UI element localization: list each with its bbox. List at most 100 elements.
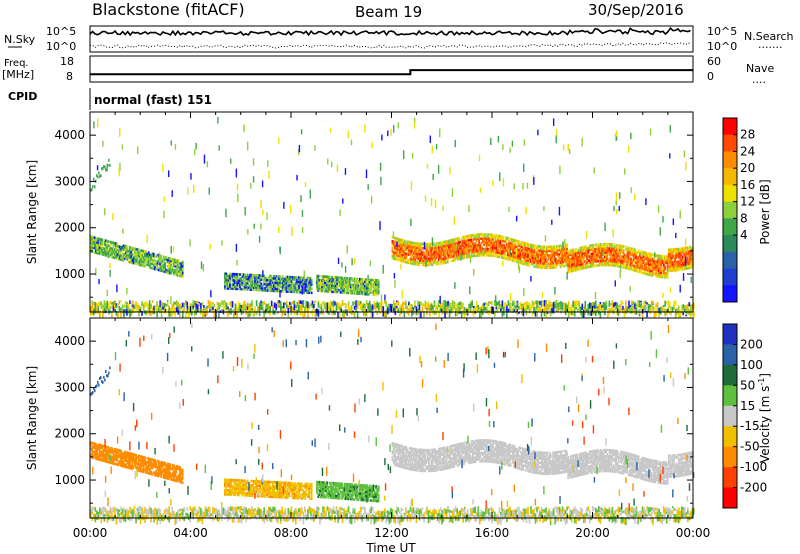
echo-cell [556, 251, 558, 254]
echo-cell [245, 286, 248, 289]
echo-cell [635, 263, 638, 266]
echo-cell [670, 256, 673, 260]
echo-cell [407, 253, 410, 256]
echo-cell [367, 280, 370, 284]
echo-cell [400, 255, 403, 258]
echo-cell [660, 263, 663, 266]
echo-cell [117, 257, 120, 261]
echo-cell [157, 258, 160, 261]
echo-cell [471, 300, 473, 308]
echo-cell [328, 275, 331, 279]
echo-cell [646, 310, 648, 318]
echo-cell [617, 264, 620, 268]
echo-cell [376, 281, 379, 284]
echo-cell [593, 249, 596, 253]
echo-cell [91, 237, 94, 241]
echo-cell [91, 307, 94, 315]
echo-cell [481, 241, 484, 245]
echo-cell [256, 286, 259, 290]
echo-cell [449, 245, 452, 249]
echo-cell [169, 267, 171, 271]
echo-cell [232, 287, 235, 291]
echo-cell [655, 270, 658, 274]
echo-cell [539, 255, 542, 259]
echo-cell [298, 276, 300, 279]
echo-cell [595, 256, 597, 259]
echo-cell [543, 266, 546, 270]
echo-cell [151, 258, 154, 262]
echo-cell [331, 280, 334, 283]
echo-cell [92, 238, 95, 241]
echo-cell [568, 257, 571, 261]
echo-cell [479, 187, 482, 193]
echo-cell [682, 259, 685, 263]
echo-cell [140, 255, 143, 259]
echo-cell [366, 286, 369, 290]
echo-cell [456, 253, 459, 257]
echo-cell [414, 248, 416, 251]
echo-cell [548, 249, 551, 253]
echo-cell [249, 284, 251, 287]
echo-cell [92, 242, 95, 245]
colorbar-swatch [723, 218, 737, 236]
echo-cell [322, 287, 325, 291]
echo-cell [377, 279, 380, 282]
echo-cell [617, 258, 620, 262]
echo-cell [665, 309, 668, 313]
echo-cell [227, 287, 230, 290]
echo-cell [685, 252, 688, 256]
echo-cell [306, 276, 309, 280]
echo-cell [519, 259, 522, 263]
echo-cell [440, 257, 443, 261]
echo-cell [460, 238, 463, 242]
echo-cell [351, 285, 354, 289]
echo-cell [224, 272, 226, 276]
echo-cell [573, 254, 576, 258]
echo-cell [665, 274, 668, 277]
echo-cell [411, 249, 414, 253]
echo-cell [613, 253, 616, 257]
echo-cell [543, 260, 546, 263]
echo-cell [509, 243, 512, 247]
echo-cell [285, 279, 288, 283]
echo-cell [366, 284, 369, 288]
echo-cell [126, 257, 129, 261]
echo-cell [549, 262, 552, 265]
echo-cell [539, 253, 542, 257]
echo-cell [177, 265, 180, 269]
echo-cell [499, 251, 502, 255]
echo-cell [649, 259, 651, 262]
echo-cell [514, 255, 517, 259]
echo-cell [181, 264, 184, 268]
echo-cell [591, 260, 594, 264]
echo-cell [458, 241, 460, 244]
echo-cell [451, 246, 454, 250]
echo-cell [412, 245, 415, 249]
echo-cell [402, 258, 405, 261]
echo-cell [414, 302, 416, 307]
echo-cell [232, 279, 235, 282]
echo-cell [269, 278, 272, 282]
echo-cell [466, 307, 469, 311]
echo-cell [236, 259, 238, 266]
echo-cell [470, 248, 473, 252]
echo-cell [346, 281, 349, 284]
echo-cell [489, 252, 492, 255]
echo-cell [275, 289, 278, 293]
echo-cell [156, 301, 158, 307]
echo-cell [295, 280, 298, 283]
echo-cell [171, 303, 174, 310]
echo-cell [358, 290, 361, 293]
echo-cell [672, 250, 675, 253]
echo-cell [92, 454, 95, 458]
echo-cell [301, 278, 304, 282]
echo-cell [426, 242, 429, 246]
echo-cell [155, 263, 158, 267]
echo-cell [575, 300, 578, 308]
echo-cell [421, 310, 424, 313]
echo-cell [494, 234, 497, 237]
echo-cell [625, 264, 628, 268]
echo-cell [249, 288, 251, 291]
echo-cell [602, 253, 605, 256]
echo-cell [93, 240, 96, 244]
